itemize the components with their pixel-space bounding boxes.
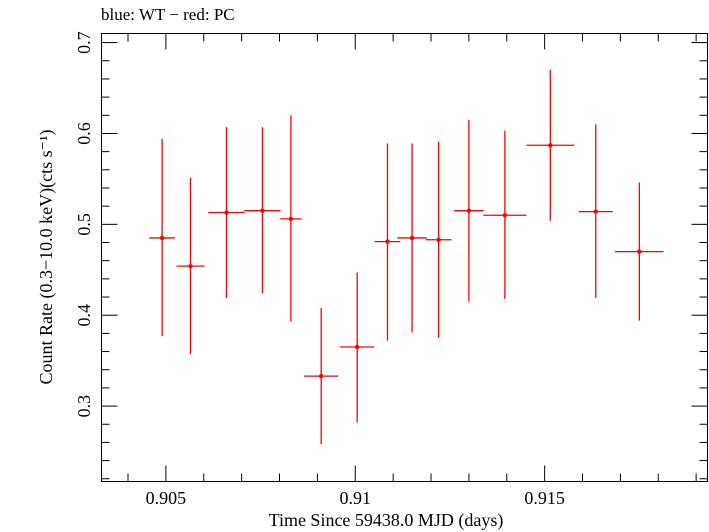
data-point xyxy=(397,143,427,333)
y-tick-label: 0.4 xyxy=(74,304,94,327)
y-tick-label: 0.7 xyxy=(74,31,94,54)
data-point xyxy=(578,124,613,298)
point-marker xyxy=(318,373,324,379)
y-tick-label: 0.6 xyxy=(74,122,94,145)
point-marker xyxy=(159,235,165,241)
data-point xyxy=(615,182,664,321)
data-point xyxy=(483,130,527,299)
y-tick-label: 0.5 xyxy=(74,213,94,236)
point-marker xyxy=(502,213,508,218)
x-tick-label: 0.91 xyxy=(340,488,372,508)
data-point xyxy=(208,127,245,298)
y-tick-labels: 0.3 0.4 0.5 0.6 0.7 xyxy=(74,31,94,417)
x-tick-label: 0.905 xyxy=(146,488,187,508)
y-axis-label: Count Rate (0.3−10.0 keV)(cts s⁻¹) xyxy=(36,129,57,384)
point-marker xyxy=(385,239,390,244)
data-point xyxy=(526,69,575,221)
data-point xyxy=(280,115,302,322)
point-marker xyxy=(260,208,265,213)
data-point xyxy=(425,141,452,338)
data-points xyxy=(149,69,664,445)
x-tick-label: 0.915 xyxy=(524,488,565,508)
axis-ticks xyxy=(101,33,708,482)
point-marker xyxy=(188,263,193,269)
x-tick-labels: 0.905 0.91 0.915 xyxy=(146,488,565,508)
point-marker xyxy=(593,209,598,214)
point-marker xyxy=(354,344,360,350)
point-marker xyxy=(409,235,415,241)
data-point xyxy=(304,307,339,445)
point-marker xyxy=(637,249,642,254)
data-point xyxy=(149,138,175,337)
plot-frame xyxy=(101,33,708,482)
point-marker xyxy=(436,237,441,242)
data-point xyxy=(374,143,401,341)
point-marker xyxy=(224,210,229,215)
data-point xyxy=(340,272,375,423)
data-point xyxy=(244,127,281,294)
point-marker xyxy=(288,216,294,222)
chart-title: blue: WT − red: PC xyxy=(101,5,235,24)
data-point xyxy=(454,119,484,302)
data-point xyxy=(176,177,205,355)
x-axis-label: Time Since 59438.0 MJD (days) xyxy=(269,510,504,531)
point-marker xyxy=(548,143,553,148)
point-marker xyxy=(466,208,472,213)
y-tick-label: 0.3 xyxy=(74,395,94,418)
